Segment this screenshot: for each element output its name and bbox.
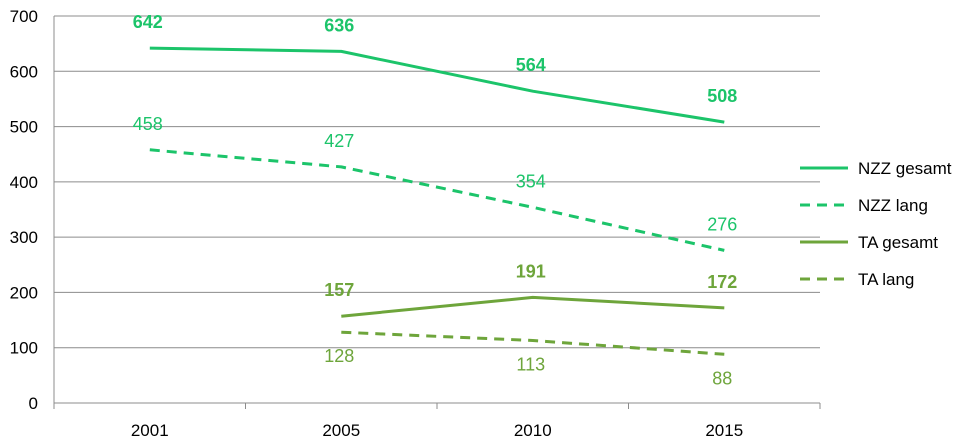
data-label: 276 bbox=[707, 214, 737, 234]
y-tick-label: 100 bbox=[10, 339, 38, 358]
y-tick-label: 200 bbox=[10, 283, 38, 302]
y-tick-label: 0 bbox=[29, 394, 38, 413]
legend: NZZ gesamt NZZ lang TA gesamt TA lang bbox=[800, 159, 952, 289]
y-tick-label: 400 bbox=[10, 173, 38, 192]
x-axis-ticks: 2001 2005 2010 2015 bbox=[131, 421, 743, 440]
data-label: 458 bbox=[133, 114, 163, 134]
y-tick-label: 300 bbox=[10, 228, 38, 247]
data-label: 508 bbox=[707, 86, 737, 106]
legend-label: NZZ gesamt bbox=[858, 159, 952, 178]
legend-label: NZZ lang bbox=[858, 196, 928, 215]
x-tick-label: 2015 bbox=[705, 421, 743, 440]
data-label: 191 bbox=[516, 261, 546, 281]
data-label: 113 bbox=[516, 355, 545, 375]
x-tick-label: 2010 bbox=[514, 421, 552, 440]
data-labels: 642 636 564 508 458 427 354 276 157 191 172 128 113 8… bbox=[133, 12, 738, 388]
y-tick-label: 700 bbox=[10, 7, 38, 26]
data-label: 427 bbox=[324, 131, 354, 151]
data-label: 564 bbox=[516, 55, 546, 75]
series-line-0 bbox=[149, 46, 725, 124]
y-tick-label: 500 bbox=[10, 118, 38, 137]
gridlines bbox=[54, 15, 820, 349]
y-tick-label: 600 bbox=[10, 62, 38, 81]
axes bbox=[53, 16, 821, 409]
data-label: 128 bbox=[324, 346, 354, 366]
legend-label: TA lang bbox=[858, 270, 914, 289]
y-axis-ticks: 0 100 200 300 400 500 600 700 bbox=[10, 7, 38, 413]
data-label: 88 bbox=[712, 368, 732, 388]
data-label: 636 bbox=[324, 15, 354, 35]
legend-label: TA gesamt bbox=[858, 233, 938, 252]
x-tick-label: 2005 bbox=[322, 421, 360, 440]
data-label: 172 bbox=[707, 272, 737, 292]
x-tick-label: 2001 bbox=[131, 421, 169, 440]
series-lines bbox=[149, 46, 725, 356]
series-line-2 bbox=[341, 295, 725, 318]
data-label: 642 bbox=[133, 12, 163, 32]
data-label: 354 bbox=[516, 171, 546, 191]
data-label: 157 bbox=[324, 280, 354, 300]
series-line-3 bbox=[341, 330, 725, 356]
series-line-1 bbox=[149, 148, 725, 252]
